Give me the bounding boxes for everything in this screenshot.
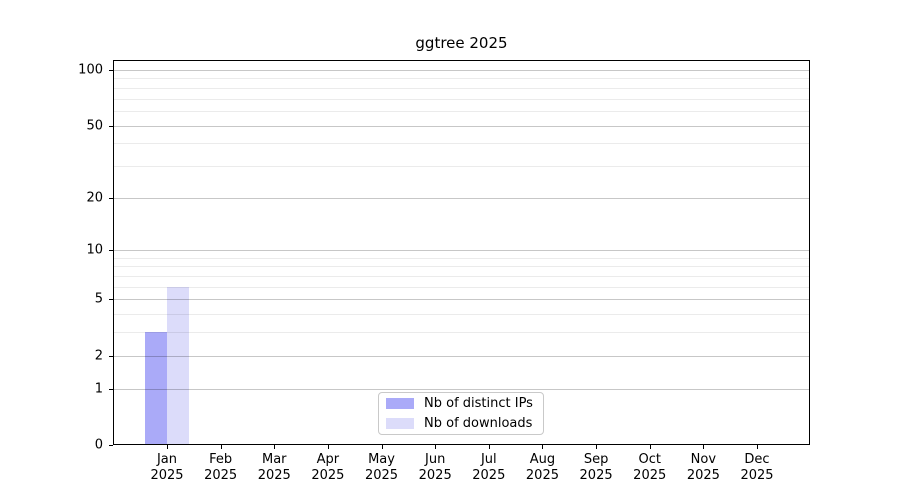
x-tick-label-feb: Feb 2025 [204, 452, 238, 483]
gridline-y-6 [114, 286, 809, 288]
gridline-y-1 [114, 388, 809, 390]
gridline-y-60 [114, 110, 809, 112]
x-tick-label-mar: Mar 2025 [257, 452, 291, 483]
gridline-y-90 [114, 78, 809, 80]
gridline-y-50 [114, 125, 809, 127]
x-tick-feb [220, 445, 222, 449]
legend: Nb of distinct IPs Nb of downloads [378, 392, 544, 435]
gridline-y-80 [114, 87, 809, 89]
y-tick-label-10: 10 [86, 242, 103, 258]
x-tick-label-jan: Jan 2025 [150, 452, 184, 483]
y-tick-50 [109, 125, 113, 127]
legend-swatch-downloads [386, 418, 414, 429]
x-tick-label-apr: Apr 2025 [311, 452, 345, 483]
x-tick-mar [274, 445, 276, 449]
y-tick-5 [109, 299, 113, 301]
x-tick-jan [167, 445, 168, 449]
gridline-y-40 [114, 143, 809, 145]
x-tick-label-may: May 2025 [364, 452, 399, 483]
legend-item-downloads: Nb of downloads [386, 415, 543, 432]
y-tick-label-0: 0 [94, 437, 103, 453]
y-tick-100 [109, 70, 113, 71]
x-tick-label-dec: Dec 2025 [740, 452, 774, 483]
x-tick-label-sep: Sep 2025 [579, 452, 613, 483]
gridline-y-4 [114, 314, 809, 316]
bar-downloads-jan [167, 286, 189, 444]
chart-title: ggtree 2025 [415, 34, 508, 52]
x-tick-aug [542, 445, 544, 449]
x-tick-label-jul: Jul 2025 [472, 452, 506, 483]
x-tick-label-nov: Nov 2025 [686, 452, 720, 483]
y-tick-1 [109, 388, 113, 390]
gridline-y-3 [114, 332, 809, 334]
gridline-y-100 [114, 70, 809, 71]
y-tick-label-100: 100 [78, 62, 103, 78]
legend-label-downloads: Nb of downloads [424, 416, 533, 431]
x-tick-oct [649, 445, 651, 449]
gridline-y-9 [114, 257, 809, 259]
bar-distinct-ips-jan [145, 332, 167, 444]
legend-item-distinct-ips: Nb of distinct IPs [386, 395, 543, 412]
x-tick-label-aug: Aug 2025 [525, 452, 559, 483]
gridline-y-8 [114, 266, 809, 268]
x-tick-may [381, 445, 383, 449]
y-tick-label-20: 20 [86, 190, 103, 206]
y-tick-label-2: 2 [94, 348, 103, 364]
y-tick-20 [109, 197, 113, 199]
gridline-y-10 [114, 250, 809, 252]
y-tick-2 [109, 355, 113, 357]
x-tick-sep [596, 445, 598, 449]
gridline-y-7 [114, 276, 809, 278]
y-tick-label-50: 50 [86, 118, 103, 134]
x-tick-jun [435, 445, 437, 449]
y-tick-label-1: 1 [94, 381, 103, 397]
gridline-y-30 [114, 165, 809, 167]
x-tick-dec [757, 445, 758, 449]
x-tick-apr [327, 445, 329, 449]
y-tick-0 [109, 445, 113, 446]
legend-swatch-distinct-ips [386, 398, 414, 409]
x-tick-nov [703, 445, 705, 449]
gridline-y-5 [114, 299, 809, 301]
gridline-y-70 [114, 98, 809, 100]
y-tick-label-5: 5 [94, 291, 103, 307]
plot-area [113, 60, 810, 445]
x-tick-label-oct: Oct 2025 [633, 452, 667, 483]
gridline-y-20 [114, 197, 809, 199]
x-tick-jul [488, 445, 490, 449]
legend-label-distinct-ips: Nb of distinct IPs [424, 396, 533, 411]
gridline-y-2 [114, 355, 809, 357]
y-tick-10 [109, 250, 113, 252]
x-tick-label-jun: Jun 2025 [418, 452, 452, 483]
